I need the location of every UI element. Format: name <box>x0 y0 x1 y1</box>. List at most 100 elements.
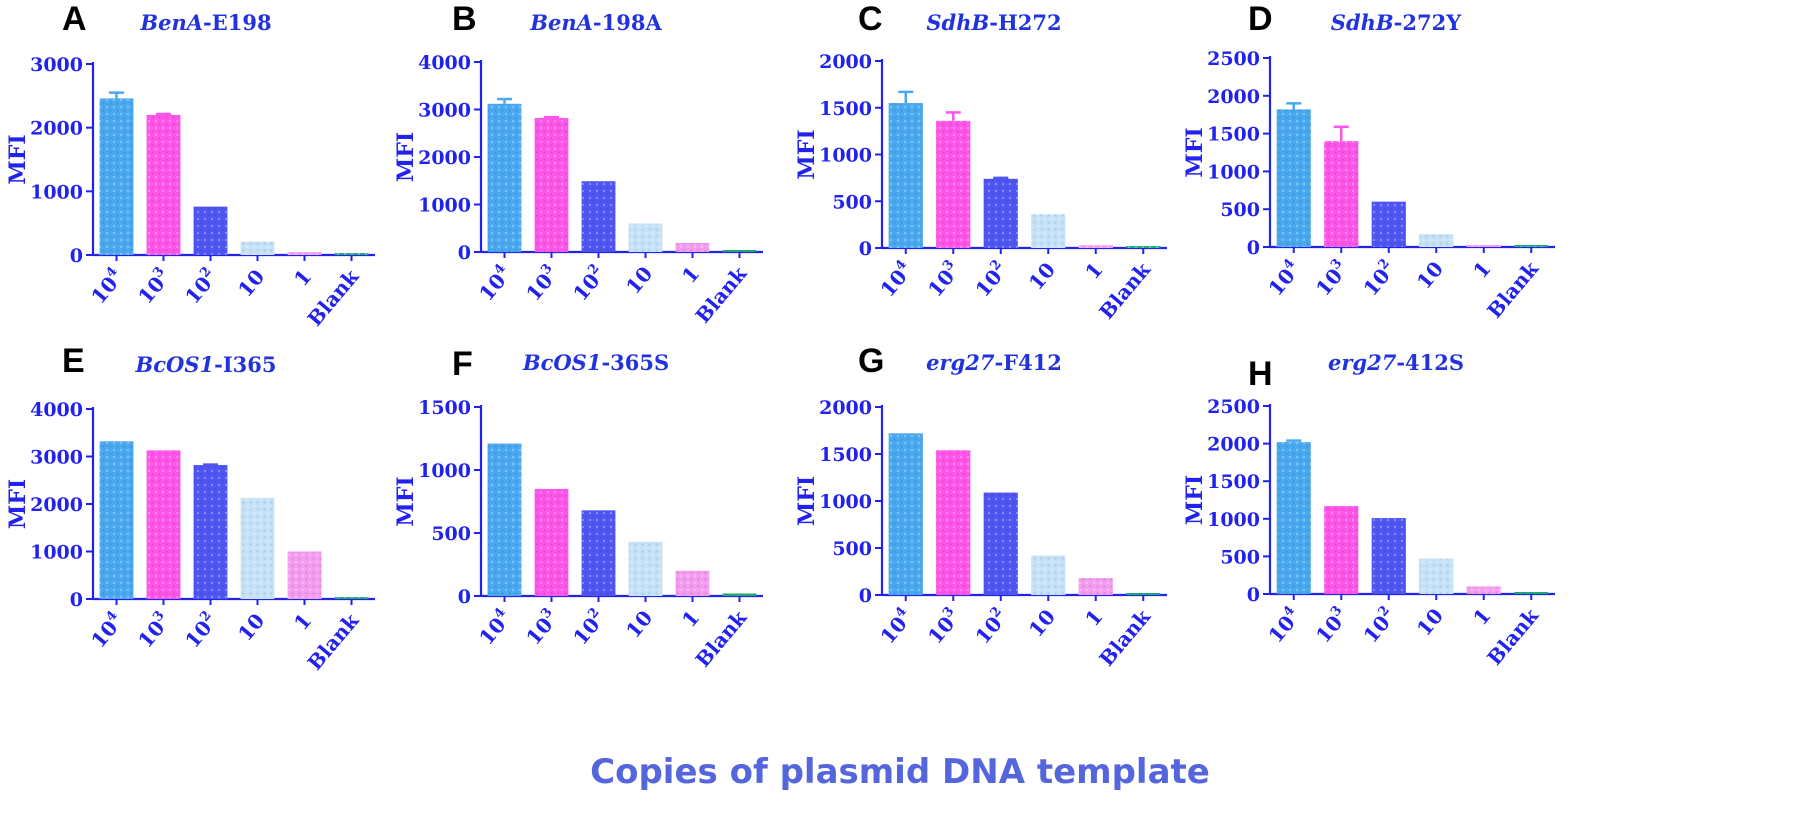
y-tick-label: 2000 <box>418 147 471 169</box>
x-tick-label: 104 <box>875 257 918 301</box>
bar <box>1078 578 1113 595</box>
y-tick-label: 0 <box>1247 584 1260 606</box>
bar <box>1419 234 1454 247</box>
y-tick-label: 1000 <box>30 181 83 203</box>
bar <box>983 178 1018 248</box>
bar <box>534 488 569 596</box>
panel-letter: G <box>858 342 884 380</box>
x-tick-label: 104 <box>85 264 128 308</box>
chart-title: SdhB-H272 <box>926 10 1061 35</box>
panel-letter: F <box>452 345 473 383</box>
x-tick-label: 102 <box>970 257 1013 301</box>
x-tick-label: Blank <box>1482 256 1543 323</box>
x-tick-label: 104 <box>473 261 516 305</box>
y-tick-label: 0 <box>70 245 83 267</box>
x-tick-label: 103 <box>922 257 965 301</box>
y-tick-label: 1000 <box>30 542 83 564</box>
y-tick-label: 0 <box>859 238 872 260</box>
bar <box>1466 245 1501 247</box>
x-tick-label: Blank <box>1094 257 1155 324</box>
x-tick-label: 103 <box>132 264 175 308</box>
bar <box>936 120 971 248</box>
bar <box>193 465 228 599</box>
x-tick-label: 10 <box>621 262 657 299</box>
x-tick-label: 1 <box>677 262 704 288</box>
bar <box>287 551 322 599</box>
y-tick-label: 1000 <box>819 491 872 513</box>
y-tick-label: 500 <box>832 538 872 560</box>
x-tick-label: 10 <box>1412 257 1448 294</box>
y-tick-label: 500 <box>1220 199 1260 221</box>
x-tick-label: 1 <box>289 609 316 635</box>
bar <box>1276 442 1311 594</box>
x-tick-label: 1 <box>1080 605 1107 631</box>
panel-letter: B <box>452 0 477 38</box>
bar <box>1514 245 1549 247</box>
x-tick-label: 104 <box>1263 256 1306 300</box>
bar <box>334 253 369 255</box>
bar <box>487 103 522 252</box>
y-tick-label: 500 <box>431 523 471 545</box>
y-tick-label: 0 <box>458 586 471 608</box>
x-tick-label: 104 <box>1263 603 1306 647</box>
x-tick-label: 104 <box>875 604 918 648</box>
bar <box>1126 593 1161 595</box>
y-axis-label: MFI <box>393 476 419 526</box>
x-tick-label: 10 <box>233 609 269 646</box>
chart-panel-f: F BcOS1-365S MFI 0 500 1000 1500 104 103 102 10 1Bl… <box>393 345 763 672</box>
y-tick-label: 1000 <box>1207 509 1260 531</box>
bar <box>722 593 757 596</box>
y-tick-label: 0 <box>70 589 83 611</box>
y-tick-label: 3000 <box>30 54 83 76</box>
bar <box>1324 141 1359 247</box>
bar <box>1371 201 1406 247</box>
x-tick-label: Blank <box>303 264 364 331</box>
panel-letter: E <box>62 342 85 380</box>
y-tick-label: 2000 <box>819 397 872 419</box>
chart-title: erg27-412S <box>1328 350 1464 375</box>
bar <box>334 597 369 599</box>
bar <box>675 242 710 252</box>
y-axis-label: MFI <box>1182 127 1208 177</box>
y-tick-label: 500 <box>832 191 872 213</box>
x-tick-label: Blank <box>303 608 364 675</box>
y-tick-label: 2500 <box>1207 48 1260 70</box>
bar <box>1371 518 1406 594</box>
y-tick-label: 1000 <box>418 460 471 482</box>
y-axis-label: MFI <box>1182 475 1208 525</box>
bar <box>888 103 923 248</box>
chart-title: BcOS1-I365 <box>135 352 277 377</box>
x-tick-label: 1 <box>677 606 704 632</box>
x-tick-label: 103 <box>1310 256 1353 300</box>
y-axis-label: MFI <box>794 129 820 179</box>
x-tick-label: 1 <box>289 265 316 291</box>
panel-letter: C <box>858 0 883 38</box>
chart-panel-c: C SdhB-H272 MFI 0 500 1000 1500 2000 104 103 102 10… <box>794 0 1167 324</box>
bar <box>193 206 228 255</box>
x-tick-label: 103 <box>132 608 175 652</box>
bar <box>287 252 322 255</box>
y-tick-label: 0 <box>859 585 872 607</box>
bar <box>936 450 971 595</box>
y-tick-label: 1000 <box>1207 161 1260 183</box>
bar <box>1324 506 1359 594</box>
y-tick-label: 2000 <box>30 494 83 516</box>
shared-x-axis-label: Copies of plasmid DNA template <box>590 752 1210 792</box>
y-tick-label: 1500 <box>1207 471 1260 493</box>
bar <box>1078 245 1113 248</box>
x-tick-label: 10 <box>233 265 269 302</box>
bar <box>1031 214 1066 248</box>
x-tick-label: Blank <box>691 605 752 672</box>
y-axis-label: MFI <box>5 134 31 184</box>
x-tick-label: 1 <box>1468 257 1495 283</box>
bar <box>581 510 616 596</box>
y-tick-label: 1500 <box>819 98 872 120</box>
bar <box>675 570 710 596</box>
bar <box>1419 558 1454 594</box>
x-tick-label: Blank <box>691 261 752 328</box>
y-axis-label: MFI <box>393 132 419 182</box>
bar <box>888 433 923 595</box>
